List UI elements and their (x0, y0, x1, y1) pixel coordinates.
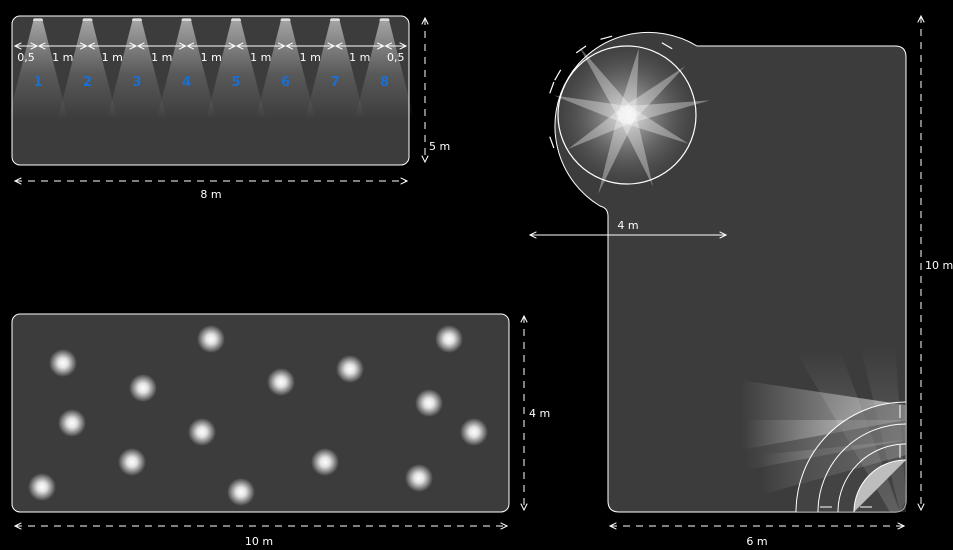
room-1 (11, 15, 410, 166)
light-spot (49, 349, 77, 377)
spacing-labels: 0,5 1 m 1 m 1 m 1 m 1 m 1 m 1 m 0,5 (17, 51, 404, 64)
light-spot (129, 374, 157, 402)
corner-fan (740, 345, 907, 513)
diagram-linear-lights: 1 2 3 4 5 6 7 8 0,5 1 m 1 m 1 m 1 m 1 m 1 m 1 m 0,5 8 m… (8, 15, 450, 201)
light-number: 7 (330, 75, 339, 90)
beams-group (8, 18, 415, 120)
diagram-room-with-circle: 4 m 6 m 10 m (530, 16, 953, 548)
spacing-label: 1 m (349, 51, 370, 64)
spots-group (28, 325, 488, 506)
outer-tick (549, 136, 555, 149)
outer-circle-ticks (549, 35, 673, 149)
radius-label: 4 m (617, 219, 638, 232)
height-label-2: 4 m (529, 407, 550, 420)
round-zone (557, 45, 697, 185)
light-spot (118, 448, 146, 476)
star-beam (625, 100, 710, 124)
spacing-label: 1 m (52, 51, 73, 64)
star-beam (553, 95, 630, 124)
light-beam (206, 18, 266, 120)
spacing-label: 1 m (151, 51, 172, 64)
star-beam (578, 46, 635, 121)
light-beam (57, 18, 118, 120)
light-number: 6 (281, 75, 290, 90)
star-beam (568, 107, 632, 149)
light-spot (311, 448, 339, 476)
light-number: 2 (83, 75, 92, 90)
light-number: 5 (231, 75, 240, 90)
spacing-label: 1 m (300, 51, 321, 64)
height-label-1: 5 m (429, 140, 450, 153)
star-beam (618, 48, 639, 117)
outer-tick (600, 35, 613, 40)
spacing-label: 1 m (102, 51, 123, 64)
light-beam (8, 18, 68, 120)
light-beam (156, 18, 217, 120)
light-spot (227, 478, 255, 506)
spacing-label: 1 m (250, 51, 271, 64)
star-beam (621, 66, 686, 122)
spacing-label: 0,5 (387, 51, 405, 64)
diagram-scattered-spots: 10 m 4 m (11, 313, 550, 548)
light-spot (460, 418, 488, 446)
outer-tick (575, 45, 587, 54)
light-spot (267, 368, 295, 396)
light-number: 4 (182, 75, 191, 90)
outer-tick (661, 42, 673, 50)
light-beam (354, 18, 415, 120)
light-spot (58, 409, 86, 437)
light-spot (415, 389, 443, 417)
light-beam (305, 18, 365, 120)
spacing-label: 1 m (201, 51, 222, 64)
spacing-label: 0,5 (17, 51, 35, 64)
width-label-3: 6 m (746, 535, 767, 548)
light-spot (28, 473, 56, 501)
light-number: 3 (132, 75, 141, 90)
light-numbers: 1 2 3 4 5 6 7 8 (33, 75, 389, 90)
light-spot (188, 418, 216, 446)
width-label-1: 8 m (200, 188, 221, 201)
light-beam (255, 18, 316, 120)
width-label-2: 10 m (245, 535, 273, 548)
star-beam (598, 111, 636, 194)
star-beams (553, 46, 710, 194)
light-spot (336, 355, 364, 383)
light-number: 8 (380, 75, 389, 90)
light-beam (107, 18, 167, 120)
outer-tick (554, 69, 562, 81)
star-beam (623, 106, 689, 144)
star-beam (618, 111, 653, 187)
light-spot (197, 325, 225, 353)
outer-tick (549, 81, 555, 94)
light-spot (435, 325, 463, 353)
height-label-3: 10 m (925, 259, 953, 272)
light-spot (405, 464, 433, 492)
light-number: 1 (33, 75, 42, 90)
